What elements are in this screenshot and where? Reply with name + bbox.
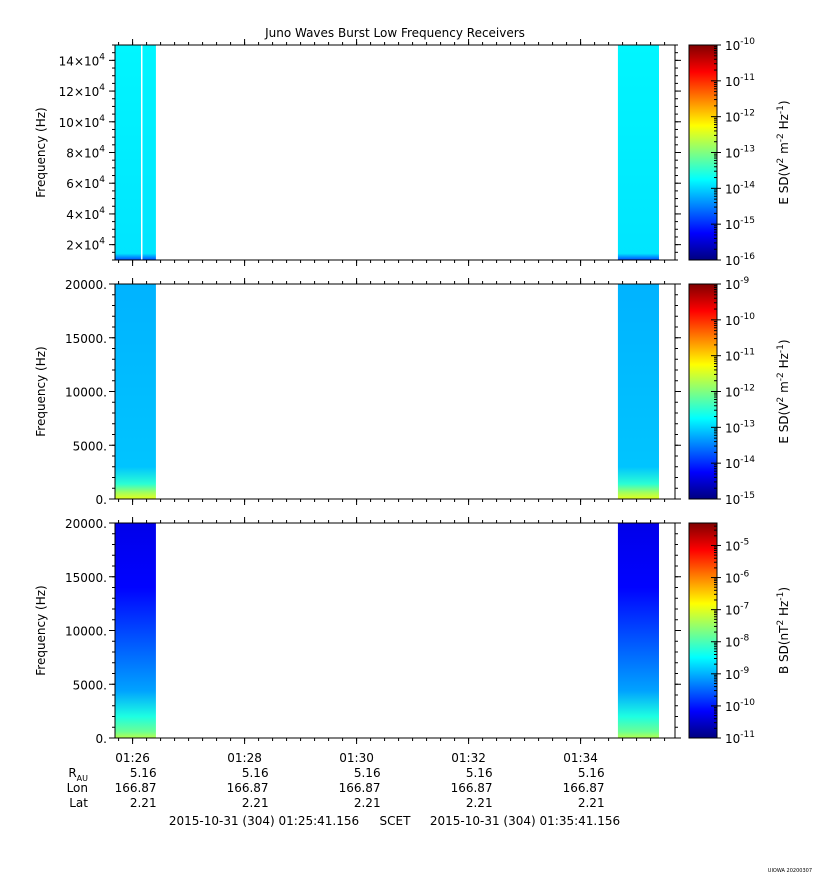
colorbar-tick-label: 10-14: [725, 180, 755, 196]
y-tick-label: 15000.: [65, 571, 107, 585]
colorbar-scale: [688, 522, 718, 739]
colorbar-tick-label: 10-14: [725, 455, 755, 471]
chart-title: Juno Waves Burst Low Frequency Receivers: [264, 26, 525, 40]
ephemeris-value: 2.21: [130, 796, 157, 810]
colorbar-label: E SD(V2 m-2 Hz-1): [776, 339, 791, 443]
ephemeris-value: 5.16: [466, 766, 493, 780]
data-block-1: [114, 45, 156, 260]
footer-scet: SCET: [380, 814, 412, 828]
panel-1: 2×104 4×104 6×104 8×104 10×104 12×104 14×104 Fr…: [34, 37, 791, 268]
data-block-2: [617, 284, 659, 499]
panel-frame: [114, 283, 676, 500]
ephemeris-label: RAU: [68, 766, 88, 783]
colorbar-tick-label: 10-8: [725, 634, 750, 650]
y-tick-label: 0.: [96, 493, 107, 507]
ephemeris-value: 166.87: [451, 781, 493, 795]
panel-frame: [114, 522, 676, 739]
colorbar-tick-label: 10-12: [725, 109, 755, 125]
y-tick-label: 20000.: [65, 278, 107, 292]
ephemeris-value: 5.16: [130, 766, 157, 780]
ephemeris-value: 5.16: [354, 766, 381, 780]
y-tick-label: 5000.: [73, 439, 107, 453]
footer-start-time: 2015-10-31 (304) 01:25:41.156: [169, 814, 359, 828]
y-tick-label: 10000.: [65, 625, 107, 639]
y-axis-label: Frequency (Hz): [34, 346, 48, 437]
y-tick-label: 10×104: [59, 114, 106, 130]
data-block-1: [114, 284, 156, 499]
y-tick-label: 20000.: [65, 517, 107, 531]
colorbar-tick-label: 10-15: [725, 216, 755, 232]
ephemeris-value: 5.16: [578, 766, 605, 780]
ephemeris-value: 166.87: [339, 781, 381, 795]
colorbar: 10-16 10-15 10-14 10-13 10-12 10-11 10-10 E SD(…: [688, 37, 791, 268]
y-tick-label: 0.: [96, 732, 107, 746]
colorbar-tick-label: 10-10: [725, 312, 755, 328]
colorbar-tick-label: 10-12: [725, 384, 755, 400]
data-block-2: [617, 45, 659, 260]
ephemeris-value: 166.87: [227, 781, 269, 795]
ephemeris-value: 2.21: [466, 796, 493, 810]
colorbar: 10-11 10-10 10-9 10-8 10-7 10-6 10-5 B SD(nT2 H…: [688, 522, 791, 746]
ephemeris-label: Lat: [69, 796, 88, 810]
colorbar-tick-label: 10-15: [725, 491, 755, 507]
y-tick-label: 5000.: [73, 678, 107, 692]
colorbar-tick-label: 10-16: [725, 252, 755, 268]
y-axis-label: Frequency (Hz): [34, 107, 48, 198]
y-tick-label: 15000.: [65, 332, 107, 346]
x-tick-label: 01:28: [227, 751, 262, 765]
colorbar-tick-label: 10-7: [725, 602, 749, 618]
colorbar-tick-label: 10-13: [725, 419, 755, 435]
colorbar-tick-label: 10-10: [725, 37, 755, 53]
y-tick-label: 10000.: [65, 386, 107, 400]
colorbar-tick-label: 10-10: [725, 698, 755, 714]
ephemeris-value: 166.87: [563, 781, 605, 795]
colorbar-tick-label: 10-11: [725, 73, 755, 89]
x-tick-label: 01:32: [451, 751, 486, 765]
y-tick-label: 14×104: [59, 52, 106, 68]
panel-3: 0. 5000. 10000. 15000. 20000. Frequency (Hz) 1…: [34, 517, 791, 746]
data-gap-line: [140, 45, 143, 260]
credit-label: UIOWA 20200307: [768, 868, 812, 874]
y-tick-label: 4×104: [66, 206, 105, 222]
panel-2: 0. 5000. 10000. 15000. 20000. Frequency (Hz) 1…: [34, 276, 791, 507]
colorbar-tick-label: 10-5: [725, 537, 749, 553]
ephemeris-value: 2.21: [354, 796, 381, 810]
colorbar-tick-label: 10-6: [725, 570, 750, 586]
colorbar-label: E SD(V2 m-2 Hz-1): [776, 100, 791, 204]
ephemeris-value: 2.21: [242, 796, 269, 810]
colorbar-tick-label: 10-9: [725, 666, 750, 682]
y-tick-label: 2×104: [66, 237, 105, 253]
colorbar-label: B SD(nT2 Hz-1): [776, 587, 791, 674]
y-axis-label: Frequency (Hz): [34, 585, 48, 676]
x-tick-label: 01:26: [115, 751, 150, 765]
data-block-1: [114, 523, 156, 738]
colorbar-tick-label: 10-11: [725, 730, 755, 746]
ephemeris-label: Lon: [67, 781, 88, 795]
y-tick-label: 8×104: [66, 145, 105, 161]
colorbar-tick-label: 10-13: [725, 145, 755, 161]
x-tick-label: 01:30: [339, 751, 374, 765]
colorbar-tick-label: 10-9: [725, 276, 750, 292]
panel-frame: [114, 44, 676, 261]
footer-end-time: 2015-10-31 (304) 01:35:41.156: [430, 814, 620, 828]
colorbar-tick-label: 10-11: [725, 348, 755, 364]
ephemeris-value: 2.21: [578, 796, 605, 810]
y-tick-label: 6×104: [66, 175, 105, 191]
y-tick-label: 12×104: [59, 83, 106, 99]
x-tick-label: 01:34: [563, 751, 598, 765]
colorbar: 10-15 10-14 10-13 10-12 10-11 10-10 10-9 E SD(V…: [688, 276, 791, 507]
ephemeris-value: 5.16: [242, 766, 269, 780]
ephemeris-value: 166.87: [115, 781, 157, 795]
data-block-2: [617, 523, 659, 738]
